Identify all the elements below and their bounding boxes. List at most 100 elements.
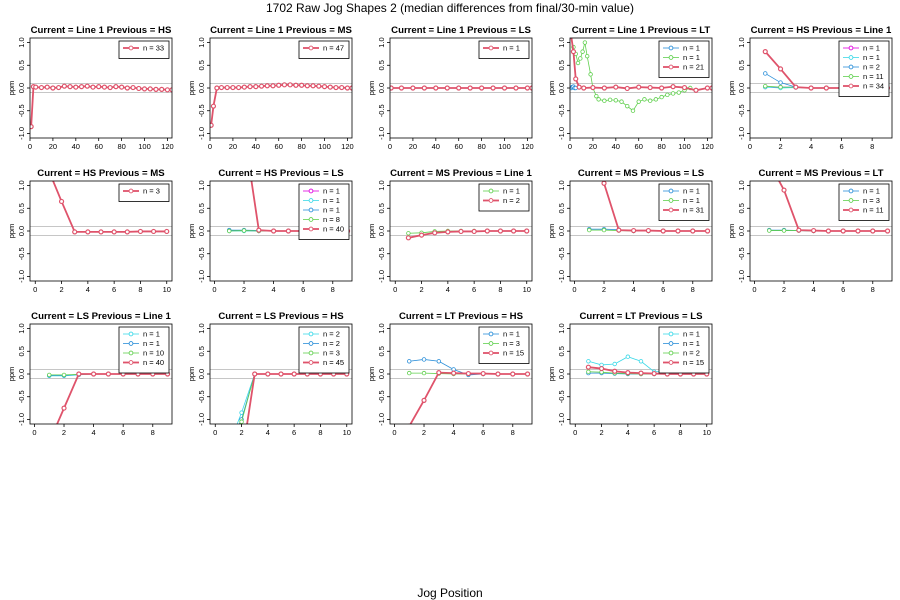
data-point (763, 71, 768, 76)
legend-marker (308, 217, 314, 222)
data-point (91, 371, 97, 377)
panel-1: Current = Line 1 Previous = HS 0 20 40 60 80 1… (7, 25, 174, 151)
y-tick-label: 0.5 (197, 60, 206, 70)
data-point (421, 85, 427, 91)
series-line-1 (236, 373, 347, 424)
data-point (573, 76, 579, 82)
legend-marker (668, 198, 674, 203)
y-tick-label: 1.0 (197, 37, 206, 47)
data-point (596, 97, 601, 102)
data-point (101, 84, 108, 90)
y-tick-label: 1.0 (557, 180, 566, 190)
data-point (524, 228, 530, 234)
data-point (310, 83, 316, 89)
data-point (436, 370, 442, 376)
data-point (613, 98, 619, 103)
legend-label: n = 8 (323, 215, 340, 224)
legend: n = 1n = 1n = 2n = 15 (658, 326, 710, 374)
y-tick-label: -0.5 (557, 247, 566, 260)
x-tick-label: 10 (703, 428, 711, 437)
y-tick-label: -1.0 (557, 413, 566, 426)
y-tick-label: 1.0 (557, 323, 566, 333)
legend-label: n = 1 (683, 330, 700, 339)
data-point (111, 229, 117, 235)
legend-marker (668, 331, 674, 337)
x-tick-label: 6 (481, 428, 485, 437)
data-point (265, 371, 271, 377)
data-point (781, 228, 787, 233)
data-point (405, 235, 412, 241)
y-axis-label: ppm (7, 224, 16, 239)
y-tick-label: 0.0 (17, 83, 26, 93)
panel-title: Current = Line 1 Previous = HS (31, 25, 172, 36)
legend-label: n = 1 (683, 53, 700, 62)
data-point (390, 85, 394, 91)
series-line-2 (408, 230, 527, 239)
data-point (585, 364, 592, 370)
legend: n = 1n = 1n = 21 (658, 40, 710, 78)
data-point (281, 82, 288, 88)
y-tick-label: -0.5 (17, 390, 26, 403)
x-tick-label: 4 (812, 285, 816, 294)
y-axis-label: ppm (367, 224, 376, 239)
y-tick-label: 0.0 (197, 369, 206, 379)
legend-label: n = 1 (683, 44, 700, 53)
data-point (598, 365, 605, 372)
x-tick-label: 0 (752, 285, 756, 294)
data-point (645, 227, 651, 234)
legend-marker (488, 45, 494, 51)
y-tick-label: 1.0 (737, 37, 746, 47)
x-tick-label: 20 (409, 142, 417, 151)
data-point (73, 84, 79, 90)
data-point (796, 227, 802, 233)
x-tick-label: 80 (117, 142, 125, 151)
x-tick-label: 10 (163, 285, 171, 294)
data-point (601, 85, 607, 91)
data-point (659, 85, 665, 91)
panel-7: Current = HS Previous = LS 0 2 4 6 8 -1.0 -0.5 0… (187, 168, 353, 294)
legend-marker (308, 331, 314, 337)
y-tick-label: -0.5 (737, 247, 746, 260)
x-tick-label: 2 (602, 285, 606, 294)
data-point (278, 371, 284, 377)
series-line-3 (409, 371, 528, 424)
data-point (808, 85, 814, 91)
legend-label: n = 1 (863, 187, 880, 196)
data-point (153, 86, 159, 92)
x-tick-label: 40 (252, 142, 260, 151)
panel-14: Current = LT Previous = LS 0 2 4 6 8 10 -1.0 -0.… (547, 311, 713, 437)
data-point (636, 99, 641, 104)
panel-title: Current = HS Previous = MS (37, 168, 165, 179)
data-point (444, 85, 450, 91)
y-axis-label: ppm (367, 367, 376, 382)
y-tick-label: 0.0 (557, 83, 566, 93)
data-point (164, 228, 170, 235)
data-point (497, 228, 504, 234)
panel-title: Current = HS Previous = Line 1 (751, 25, 892, 36)
data-point (619, 99, 624, 104)
legend-label: n = 2 (863, 63, 880, 72)
x-tick-label: 2 (419, 285, 423, 294)
data-point (704, 85, 711, 91)
x-tick-label: 80 (477, 142, 485, 151)
y-tick-label: 0.0 (377, 226, 386, 236)
legend-marker (308, 198, 314, 203)
legend-marker (308, 188, 314, 194)
data-point (855, 228, 861, 234)
data-point (113, 84, 119, 90)
data-point (625, 370, 631, 376)
legend-marker (308, 45, 314, 51)
data-point (607, 97, 613, 103)
data-point (570, 49, 577, 55)
y-tick-label: 1.0 (17, 323, 26, 333)
data-point (124, 85, 130, 91)
data-point (529, 85, 532, 91)
x-tick-label: 2 (239, 428, 243, 437)
legend-label: n = 1 (323, 187, 340, 196)
data-point (47, 440, 51, 444)
y-tick-label: 0.5 (557, 203, 566, 213)
x-tick-label: 0 (213, 428, 217, 437)
y-axis-label: ppm (727, 224, 736, 239)
y-axis-label: ppm (547, 367, 556, 382)
legend-label: n = 1 (323, 206, 340, 215)
